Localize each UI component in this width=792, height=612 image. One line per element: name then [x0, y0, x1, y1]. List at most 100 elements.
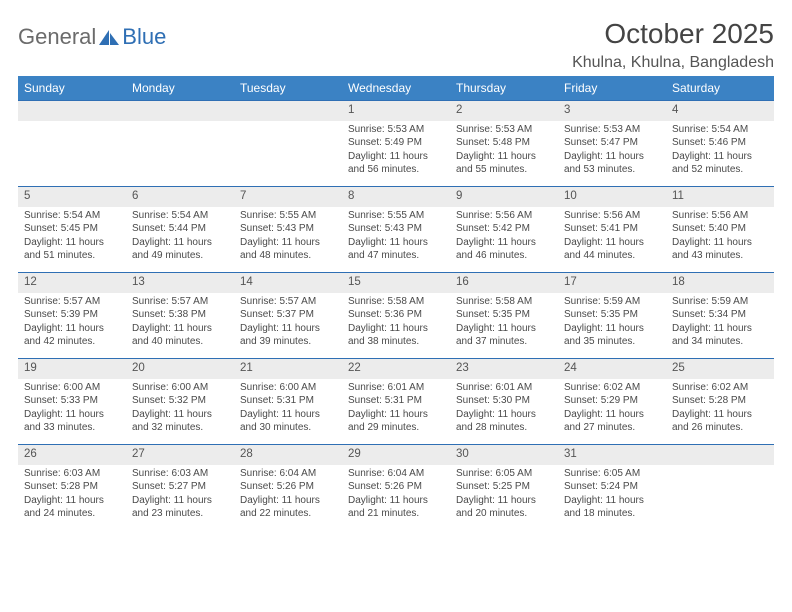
day-of-week-header: Tuesday	[234, 76, 342, 101]
day-number-bar: 13	[126, 273, 234, 293]
daylight-line: Daylight: 11 hours and 26 minutes.	[672, 408, 768, 435]
sunrise-line: Sunrise: 5:58 AM	[348, 295, 444, 309]
sunset-line: Sunset: 5:39 PM	[24, 308, 120, 322]
daylight-line: Daylight: 11 hours and 28 minutes.	[456, 408, 552, 435]
sunrise-line: Sunrise: 6:01 AM	[456, 381, 552, 395]
sunset-line: Sunset: 5:43 PM	[348, 222, 444, 236]
calendar-day-cell: 13Sunrise: 5:57 AMSunset: 5:38 PMDayligh…	[126, 273, 234, 359]
day-detail: Sunrise: 6:04 AMSunset: 5:26 PMDaylight:…	[342, 465, 450, 525]
sunrise-line: Sunrise: 6:02 AM	[672, 381, 768, 395]
calendar-day-cell: 31Sunrise: 6:05 AMSunset: 5:24 PMDayligh…	[558, 445, 666, 531]
daylight-line: Daylight: 11 hours and 40 minutes.	[132, 322, 228, 349]
sunrise-line: Sunrise: 6:00 AM	[132, 381, 228, 395]
calendar-day-cell: 30Sunrise: 6:05 AMSunset: 5:25 PMDayligh…	[450, 445, 558, 531]
sunset-line: Sunset: 5:35 PM	[456, 308, 552, 322]
calendar-day-cell	[18, 101, 126, 187]
sunset-line: Sunset: 5:48 PM	[456, 136, 552, 150]
day-number-bar: 14	[234, 273, 342, 293]
sunset-line: Sunset: 5:41 PM	[564, 222, 660, 236]
sunset-line: Sunset: 5:26 PM	[240, 480, 336, 494]
sunset-line: Sunset: 5:28 PM	[24, 480, 120, 494]
sunset-line: Sunset: 5:36 PM	[348, 308, 444, 322]
daylight-line: Daylight: 11 hours and 23 minutes.	[132, 494, 228, 521]
day-number-bar: 30	[450, 445, 558, 465]
day-number-bar	[126, 101, 234, 121]
daylight-line: Daylight: 11 hours and 22 minutes.	[240, 494, 336, 521]
title-block: October 2025 Khulna, Khulna, Bangladesh	[572, 18, 774, 72]
daylight-line: Daylight: 11 hours and 34 minutes.	[672, 322, 768, 349]
day-detail: Sunrise: 6:00 AMSunset: 5:32 PMDaylight:…	[126, 379, 234, 439]
day-number-bar: 29	[342, 445, 450, 465]
sunset-line: Sunset: 5:43 PM	[240, 222, 336, 236]
day-number-bar	[666, 445, 774, 465]
sunset-line: Sunset: 5:47 PM	[564, 136, 660, 150]
day-number-bar: 20	[126, 359, 234, 379]
day-number-bar: 8	[342, 187, 450, 207]
sunrise-line: Sunrise: 5:57 AM	[24, 295, 120, 309]
sunrise-line: Sunrise: 5:53 AM	[456, 123, 552, 137]
day-number-bar: 10	[558, 187, 666, 207]
sunset-line: Sunset: 5:37 PM	[240, 308, 336, 322]
day-detail: Sunrise: 5:56 AMSunset: 5:40 PMDaylight:…	[666, 207, 774, 267]
sunrise-line: Sunrise: 5:54 AM	[132, 209, 228, 223]
day-detail: Sunrise: 5:57 AMSunset: 5:38 PMDaylight:…	[126, 293, 234, 353]
calendar-day-cell: 2Sunrise: 5:53 AMSunset: 5:48 PMDaylight…	[450, 101, 558, 187]
day-number-bar: 16	[450, 273, 558, 293]
calendar-day-cell: 18Sunrise: 5:59 AMSunset: 5:34 PMDayligh…	[666, 273, 774, 359]
sunset-line: Sunset: 5:31 PM	[348, 394, 444, 408]
sunset-line: Sunset: 5:30 PM	[456, 394, 552, 408]
sunrise-line: Sunrise: 5:57 AM	[240, 295, 336, 309]
day-number-bar: 17	[558, 273, 666, 293]
sunrise-line: Sunrise: 5:58 AM	[456, 295, 552, 309]
calendar-week-row: 12Sunrise: 5:57 AMSunset: 5:39 PMDayligh…	[18, 273, 774, 359]
sunrise-line: Sunrise: 5:56 AM	[672, 209, 768, 223]
day-number-bar: 4	[666, 101, 774, 121]
calendar-body: 1Sunrise: 5:53 AMSunset: 5:49 PMDaylight…	[18, 101, 774, 531]
daylight-line: Daylight: 11 hours and 32 minutes.	[132, 408, 228, 435]
calendar-week-row: 1Sunrise: 5:53 AMSunset: 5:49 PMDaylight…	[18, 101, 774, 187]
sunset-line: Sunset: 5:26 PM	[348, 480, 444, 494]
day-of-week-header: Saturday	[666, 76, 774, 101]
calendar-day-cell: 21Sunrise: 6:00 AMSunset: 5:31 PMDayligh…	[234, 359, 342, 445]
month-year-title: October 2025	[572, 18, 774, 50]
day-of-week-header: Wednesday	[342, 76, 450, 101]
day-detail: Sunrise: 5:55 AMSunset: 5:43 PMDaylight:…	[342, 207, 450, 267]
sunset-line: Sunset: 5:46 PM	[672, 136, 768, 150]
sunset-line: Sunset: 5:32 PM	[132, 394, 228, 408]
day-number-bar: 9	[450, 187, 558, 207]
sunrise-line: Sunrise: 5:57 AM	[132, 295, 228, 309]
day-number-bar: 3	[558, 101, 666, 121]
sunrise-line: Sunrise: 5:53 AM	[348, 123, 444, 137]
daylight-line: Daylight: 11 hours and 20 minutes.	[456, 494, 552, 521]
brand-logo: General Blue	[18, 18, 166, 50]
day-detail: Sunrise: 5:56 AMSunset: 5:41 PMDaylight:…	[558, 207, 666, 267]
daylight-line: Daylight: 11 hours and 43 minutes.	[672, 236, 768, 263]
calendar-day-cell: 17Sunrise: 5:59 AMSunset: 5:35 PMDayligh…	[558, 273, 666, 359]
sunset-line: Sunset: 5:45 PM	[24, 222, 120, 236]
day-number-bar: 15	[342, 273, 450, 293]
calendar-day-cell: 26Sunrise: 6:03 AMSunset: 5:28 PMDayligh…	[18, 445, 126, 531]
calendar-week-row: 26Sunrise: 6:03 AMSunset: 5:28 PMDayligh…	[18, 445, 774, 531]
day-number-bar: 27	[126, 445, 234, 465]
calendar-day-cell: 5Sunrise: 5:54 AMSunset: 5:45 PMDaylight…	[18, 187, 126, 273]
sunrise-line: Sunrise: 5:59 AM	[564, 295, 660, 309]
daylight-line: Daylight: 11 hours and 24 minutes.	[24, 494, 120, 521]
calendar-day-cell: 1Sunrise: 5:53 AMSunset: 5:49 PMDaylight…	[342, 101, 450, 187]
day-number-bar: 22	[342, 359, 450, 379]
calendar-day-cell: 9Sunrise: 5:56 AMSunset: 5:42 PMDaylight…	[450, 187, 558, 273]
day-number-bar: 21	[234, 359, 342, 379]
calendar-day-cell: 28Sunrise: 6:04 AMSunset: 5:26 PMDayligh…	[234, 445, 342, 531]
calendar-day-cell: 3Sunrise: 5:53 AMSunset: 5:47 PMDaylight…	[558, 101, 666, 187]
day-detail: Sunrise: 6:01 AMSunset: 5:30 PMDaylight:…	[450, 379, 558, 439]
daylight-line: Daylight: 11 hours and 29 minutes.	[348, 408, 444, 435]
day-detail: Sunrise: 6:02 AMSunset: 5:28 PMDaylight:…	[666, 379, 774, 439]
day-number-bar: 1	[342, 101, 450, 121]
sunrise-line: Sunrise: 6:02 AM	[564, 381, 660, 395]
sunset-line: Sunset: 5:34 PM	[672, 308, 768, 322]
sunset-line: Sunset: 5:44 PM	[132, 222, 228, 236]
calendar-day-cell: 20Sunrise: 6:00 AMSunset: 5:32 PMDayligh…	[126, 359, 234, 445]
sunrise-line: Sunrise: 5:59 AM	[672, 295, 768, 309]
day-detail: Sunrise: 6:00 AMSunset: 5:33 PMDaylight:…	[18, 379, 126, 439]
day-detail: Sunrise: 6:05 AMSunset: 5:25 PMDaylight:…	[450, 465, 558, 525]
calendar-day-cell: 25Sunrise: 6:02 AMSunset: 5:28 PMDayligh…	[666, 359, 774, 445]
